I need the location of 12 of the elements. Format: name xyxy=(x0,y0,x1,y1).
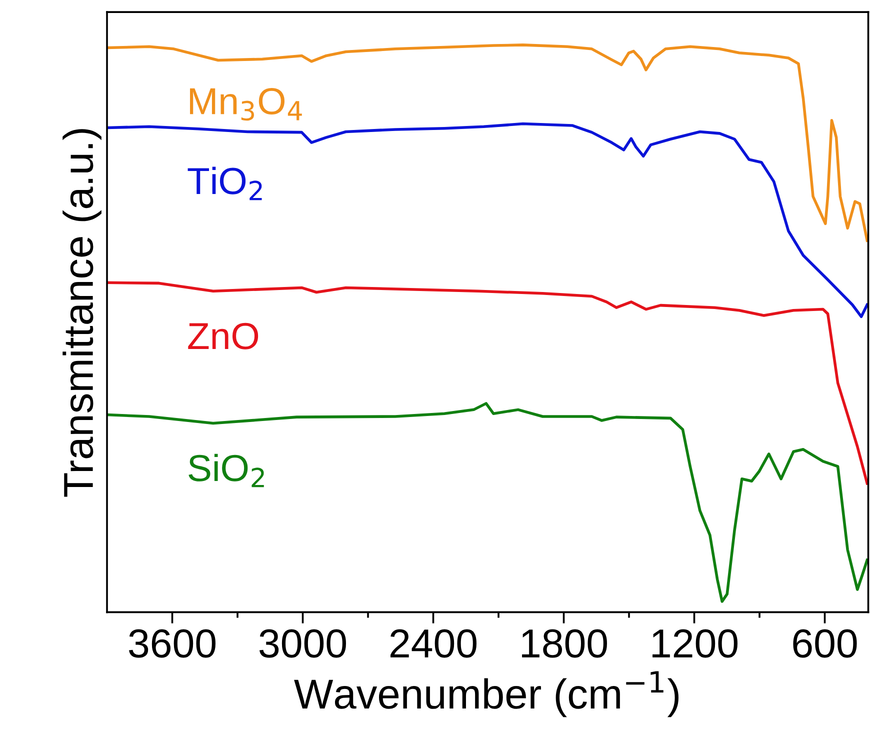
x-axis-title: Wavenumber (cm$^{−1}$) xyxy=(294,671,678,718)
series-label: Mn$_{3}$O$_{4}$ xyxy=(190,88,302,121)
series-label: ZnO xyxy=(188,322,258,350)
x-tick-label: 3600 xyxy=(129,629,216,658)
x-tick-label: 1200 xyxy=(652,629,738,658)
y-axis-title: Transmittance (a.u.) xyxy=(62,129,102,497)
x-tick-label: 3000 xyxy=(260,629,346,658)
x-tick-label: 1800 xyxy=(522,629,607,658)
series-label: TiO$_{2}$ xyxy=(188,166,262,200)
x-tick-label: 2400 xyxy=(390,629,476,658)
series-label: SiO$_{2}$ xyxy=(188,454,264,488)
x-tick-label: 600 xyxy=(793,629,857,658)
